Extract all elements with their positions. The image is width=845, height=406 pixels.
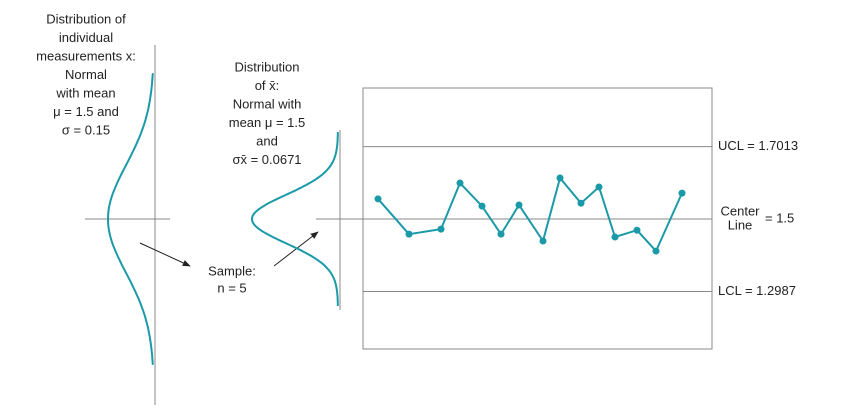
distribution-text: μ = 1.5 and bbox=[53, 104, 119, 119]
data-point bbox=[556, 174, 564, 182]
data-point bbox=[515, 201, 523, 209]
data-point bbox=[497, 230, 505, 238]
data-point bbox=[652, 247, 660, 255]
arrow bbox=[139, 242, 191, 267]
data-point bbox=[456, 179, 464, 187]
data-point bbox=[478, 202, 486, 210]
plot-frame bbox=[362, 87, 713, 350]
distribution-text: Distribution of bbox=[46, 11, 126, 26]
data-point bbox=[633, 226, 641, 234]
distribution-text: Normal bbox=[65, 67, 107, 82]
distribution-curve bbox=[250, 132, 339, 307]
sample-text: Sample: bbox=[208, 263, 256, 278]
distribution-text: Distribution bbox=[234, 59, 299, 74]
distribution-text: σ = 0.15 bbox=[62, 122, 110, 137]
limit-label: Line bbox=[728, 217, 753, 232]
data-point bbox=[611, 233, 619, 241]
limit-value: = 1.5 bbox=[765, 210, 794, 225]
data-point bbox=[577, 199, 585, 207]
distribution-text: and bbox=[256, 133, 278, 148]
distribution-text: with mean bbox=[55, 85, 115, 100]
data-point bbox=[374, 195, 382, 203]
distribution-text: of x̄: bbox=[255, 78, 280, 93]
distribution-curve bbox=[106, 73, 154, 365]
limit-label: LCL = 1.2987 bbox=[718, 283, 796, 298]
distribution-text: mean μ = 1.5 bbox=[229, 115, 306, 130]
distribution-text: σx̄ = 0.0671 bbox=[232, 152, 301, 167]
data-point bbox=[678, 189, 686, 197]
data-point bbox=[595, 183, 603, 191]
sample-text: n = 5 bbox=[217, 280, 246, 295]
distribution-text: individual bbox=[59, 30, 113, 45]
distribution-text: Normal with bbox=[233, 96, 302, 111]
limit-label: Center bbox=[720, 203, 760, 218]
series-line bbox=[377, 175, 683, 253]
data-point bbox=[437, 225, 445, 233]
data-point bbox=[405, 230, 413, 238]
limit-label: UCL = 1.7013 bbox=[718, 138, 798, 153]
distribution-text: measurements x: bbox=[36, 48, 136, 63]
data-point bbox=[539, 237, 547, 245]
